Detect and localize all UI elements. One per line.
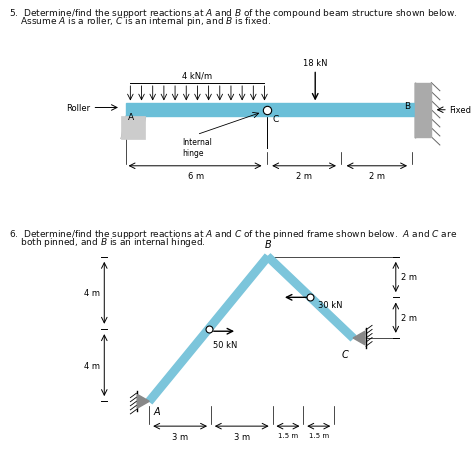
Text: 3 m: 3 m xyxy=(234,432,250,441)
Text: 4 m: 4 m xyxy=(83,289,100,298)
Polygon shape xyxy=(353,331,365,345)
Text: C: C xyxy=(273,115,279,124)
Text: Internal
hinge: Internal hinge xyxy=(182,138,212,157)
Text: $C$: $C$ xyxy=(340,347,349,359)
Text: 18 kN: 18 kN xyxy=(303,59,328,68)
Text: 2 m: 2 m xyxy=(401,273,417,282)
Text: 2 m: 2 m xyxy=(296,172,312,181)
Bar xyxy=(126,104,415,117)
Text: 30 kN: 30 kN xyxy=(318,300,342,309)
Bar xyxy=(121,117,145,139)
Text: 4 m: 4 m xyxy=(83,361,100,370)
Text: 2 m: 2 m xyxy=(401,313,417,322)
Text: 4 kN/m: 4 kN/m xyxy=(182,71,212,80)
Text: both pinned, and $B$ is an internal hinged.: both pinned, and $B$ is an internal hing… xyxy=(9,236,206,249)
Text: 3 m: 3 m xyxy=(172,432,188,441)
Polygon shape xyxy=(146,255,271,404)
Text: Assume $A$ is a roller, $C$ is an internal pin, and $B$ is fixed.: Assume $A$ is a roller, $C$ is an intern… xyxy=(9,15,272,28)
Text: 1.5 m: 1.5 m xyxy=(309,432,329,437)
Text: 6 m: 6 m xyxy=(188,172,204,181)
Text: 1.5 m: 1.5 m xyxy=(278,432,298,437)
Bar xyxy=(415,83,431,138)
Text: $B$: $B$ xyxy=(264,237,272,249)
Polygon shape xyxy=(265,254,356,341)
Text: 6.  Determine/find the support reactions at $A$ and $C$ of the pinned frame show: 6. Determine/find the support reactions … xyxy=(9,228,458,241)
Text: 2 m: 2 m xyxy=(369,172,385,181)
Text: A: A xyxy=(128,113,134,122)
Text: 5.  Determine/find the support reactions at $A$ and $B$ of the compound beam str: 5. Determine/find the support reactions … xyxy=(9,7,458,20)
Text: 50 kN: 50 kN xyxy=(213,341,237,350)
Polygon shape xyxy=(137,395,149,408)
Text: $A$: $A$ xyxy=(153,404,162,416)
Text: Roller: Roller xyxy=(66,104,90,113)
Text: Fixed: Fixed xyxy=(449,106,471,115)
Text: B: B xyxy=(405,101,410,110)
